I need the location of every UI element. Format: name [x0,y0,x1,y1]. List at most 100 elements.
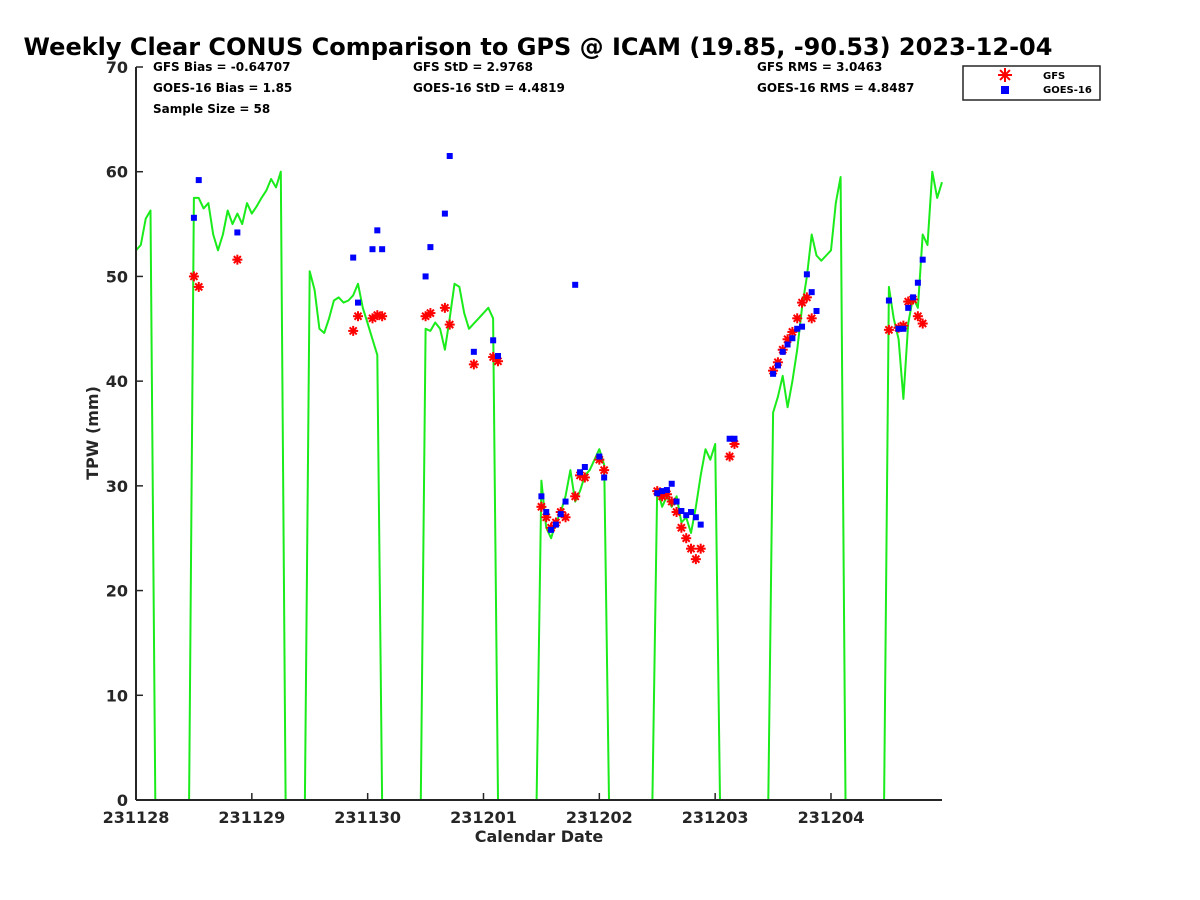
goes-marker [190,214,197,221]
gfs-marker-stroke [348,326,358,336]
x-tick-label: 231128 [103,808,170,827]
ticks: 0 10 20 30 40 50 60 70 231128 231129 231130 231201 2… [103,58,865,827]
gfs-marker [188,271,199,282]
goes-marker [422,273,429,280]
gfs-marker-stroke [353,311,363,321]
goes-marker [784,341,791,348]
goes-marker [774,362,781,369]
y-tick-label: 70 [106,58,128,77]
goes-marker [779,348,786,355]
goes-marker [374,227,381,234]
goes-marker [726,435,733,442]
goes-marker [581,464,588,471]
stat-text: GFS RMS = 3.0463 [757,60,882,74]
goes-marker [731,435,738,442]
gfs-marker-stroke [792,314,802,323]
x-tick-label: 231204 [798,808,865,827]
gfs-marker-stroke [570,492,580,501]
goes-marker [596,453,603,460]
goes-marker [678,507,685,514]
stat-text: GOES-16 RMS = 4.8487 [757,81,914,95]
goes-marker [441,210,448,217]
legend: GFS GOES-16 [962,65,1101,101]
goes-marker [659,488,666,495]
gfs-marker [681,533,692,544]
y-tick-label: 40 [106,372,128,391]
y-tick-label: 60 [106,163,128,182]
gfs-marker-stroke [469,360,479,369]
statistics-annotations: GFS Bias = -0.64707 GOES-16 Bias = 1.85 Sa… [153,60,914,116]
goes-marker [654,490,661,497]
goes-marker [910,294,917,301]
goes-marker [885,297,892,304]
goes-marker [799,323,806,330]
gfs-marker [439,302,450,313]
goes-marker [379,246,386,253]
x-axis-label: Calendar Date [475,827,604,846]
gfs-marker-stroke [681,533,691,543]
gfs-marker-stroke [696,544,705,553]
gfs-marker-stroke [580,473,590,482]
gfs-marker [686,543,697,554]
x-tick-label: 231129 [218,808,285,827]
goes-marker [683,512,690,519]
gfs-marker-stroke [599,465,609,475]
goes-marker [914,279,921,286]
stat-text: GOES-16 Bias = 1.85 [153,81,292,95]
goes-marker [663,487,670,494]
axes [135,67,942,801]
gfs-marker [232,254,243,265]
gfs-marker [353,311,364,322]
legend-gfs-asterisk [998,68,1012,82]
gfs-marker [348,325,359,336]
goes-marker [350,254,357,261]
x-tick-label: 231201 [450,808,517,827]
gfs-marker-stroke [677,523,686,532]
gfs-marker-stroke [686,544,696,553]
gfs-marker-stroke [913,311,923,321]
legend-goes-label: GOES-16 [1043,85,1092,96]
gfs-marker-stroke [807,314,816,323]
gfs-marker [377,311,388,322]
gfs-marker [193,281,204,292]
gfs-marker [468,359,479,370]
goes-marker [697,521,704,528]
legend-goes-marker [1001,86,1009,94]
gps-line-segment [188,170,287,801]
goes-marker [427,244,434,251]
gfs-marker-stroke [918,319,927,328]
stat-text: GFS Bias = -0.64707 [153,60,290,74]
legend-gfs-label: GFS [1043,71,1065,82]
goes-marker [577,469,584,476]
goes-marker [369,246,376,253]
gps-line-segment [303,270,384,801]
y-tick-label: 0 [117,791,128,810]
goes-marker [900,325,907,332]
gfs-marker [444,319,455,330]
gfs-marker [724,451,735,462]
gfs-marker [792,313,803,324]
goes-marker [543,509,550,516]
gfs-marker-stroke [561,513,570,522]
goes-marker [905,304,912,311]
y-tick-label: 50 [106,267,128,286]
goes-marker [446,153,453,160]
gfs-marker-stroke [999,69,1011,81]
gfs-marker [425,308,436,319]
gfs-marker-stroke [377,311,387,321]
goes-marker [355,299,362,306]
gfs-marker-stroke [426,308,435,318]
gfs-marker [912,311,923,322]
goes-marker [789,335,796,342]
gfs-marker [599,465,610,476]
gfs-marker [917,318,928,329]
goes-marker [688,509,695,516]
goes-marker [552,521,559,528]
goes-marker [673,498,680,505]
goes-marker [794,325,801,332]
gfs-marker-stroke [884,325,894,335]
gfs-marker-stroke [233,255,242,264]
gfs-marker-stroke [189,272,199,281]
goes-marker [668,480,675,487]
goes-marker [919,256,926,263]
